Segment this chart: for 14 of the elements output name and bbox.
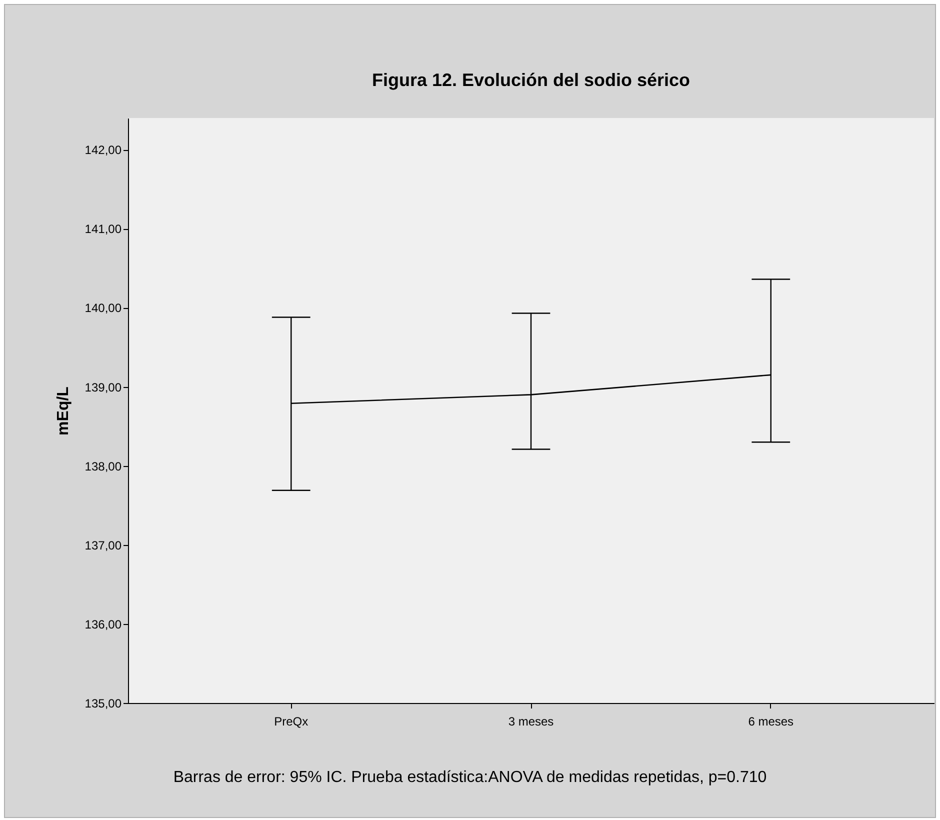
y-tick-label: 141,00 bbox=[84, 222, 122, 236]
y-tick-label: 137,00 bbox=[84, 538, 122, 552]
y-axis-title: mEq/L bbox=[54, 386, 72, 436]
x-tick-label: PreQx bbox=[274, 714, 308, 728]
x-tick-label: 3 meses bbox=[508, 714, 554, 728]
y-tick-label: 142,00 bbox=[84, 143, 122, 158]
text: Barras de error: 95% IC. Prueba estadística:ANOVA de medidas repetidas, p=0.710 bbox=[172, 769, 768, 787]
x-tick-label: 6 meses bbox=[748, 714, 794, 728]
chart-title: Figura 12. Evolución del sodio sérico bbox=[372, 70, 690, 90]
y-tick-label: 140,00 bbox=[84, 301, 122, 316]
y-tick-label: 135,00 bbox=[84, 696, 122, 710]
y-tick-label: 136,00 bbox=[84, 617, 122, 632]
y-tick-label: 138,00 bbox=[84, 459, 122, 474]
y-tick-label: 139,00 bbox=[84, 380, 122, 394]
